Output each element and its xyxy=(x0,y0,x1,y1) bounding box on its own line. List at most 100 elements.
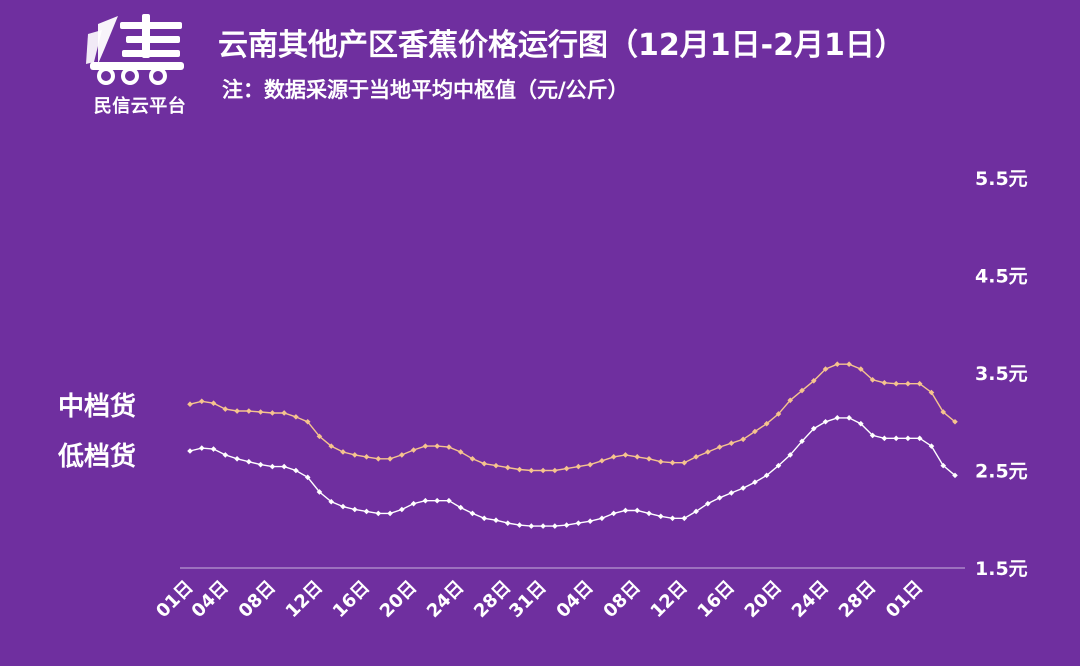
data-point xyxy=(610,510,617,517)
y-tick-label: 4.5元 xyxy=(975,266,1028,288)
data-point xyxy=(446,444,452,450)
data-point xyxy=(740,436,746,443)
data-point xyxy=(622,507,629,514)
data-point xyxy=(916,380,923,387)
data-point xyxy=(422,497,429,504)
x-tick-label: 04日 xyxy=(552,577,597,622)
data-point xyxy=(563,522,570,528)
x-tick-label: 24日 xyxy=(423,577,468,622)
chart-title: 云南其他产区香蕉价格运行图（12月1日-2月1日） xyxy=(218,28,905,63)
data-point xyxy=(952,418,958,425)
data-point xyxy=(634,507,641,514)
data-point xyxy=(375,510,382,517)
data-point xyxy=(410,500,417,507)
data-point xyxy=(281,410,287,416)
y-tick-label: 5.5元 xyxy=(975,168,1028,190)
data-point xyxy=(328,443,335,449)
data-point xyxy=(481,460,488,467)
data-point xyxy=(187,401,193,407)
data-point xyxy=(328,498,335,505)
data-point xyxy=(304,474,311,481)
data-point xyxy=(740,485,746,491)
data-point xyxy=(693,454,699,460)
data-point xyxy=(846,361,852,368)
data-point xyxy=(493,517,499,524)
data-point xyxy=(587,518,593,524)
data-point xyxy=(610,454,617,460)
data-point xyxy=(446,497,452,504)
data-point xyxy=(834,415,841,421)
series-line xyxy=(189,417,956,527)
data-point xyxy=(246,408,252,414)
x-tick-label: 20日 xyxy=(376,577,421,622)
data-point xyxy=(269,410,276,416)
x-tick-label: 01日 xyxy=(882,577,927,622)
truck-logo-icon xyxy=(86,14,184,85)
data-point xyxy=(434,497,440,504)
data-point xyxy=(528,523,535,529)
data-point xyxy=(293,414,299,420)
x-tick-label: 31日 xyxy=(505,577,550,622)
brand-name: 民信云平台 xyxy=(93,96,187,117)
data-point xyxy=(763,472,770,479)
data-point xyxy=(504,464,511,471)
data-point xyxy=(705,449,711,455)
y-tick-label: 3.5元 xyxy=(975,363,1028,385)
x-tick-label: 08日 xyxy=(235,577,280,622)
data-point xyxy=(928,443,935,449)
data-point xyxy=(893,435,899,442)
data-point xyxy=(599,515,605,522)
data-point xyxy=(787,452,794,458)
x-tick-label: 12日 xyxy=(282,577,327,622)
data-point xyxy=(257,409,264,415)
data-point xyxy=(858,366,864,372)
data-point xyxy=(316,489,323,495)
data-point xyxy=(304,418,311,425)
data-point xyxy=(457,449,464,455)
data-point xyxy=(822,366,829,372)
series-layer xyxy=(187,361,958,529)
data-point xyxy=(881,435,888,442)
data-point xyxy=(916,435,923,442)
data-point xyxy=(940,462,947,469)
chart-subtitle: 注：数据采源于当地平均中枢值（元/公斤） xyxy=(222,78,629,102)
data-point xyxy=(799,438,805,445)
data-point xyxy=(528,467,535,474)
y-tick-label: 1.5元 xyxy=(975,558,1028,580)
data-point xyxy=(351,506,358,513)
data-point xyxy=(752,428,758,435)
data-point xyxy=(351,452,358,458)
data-point xyxy=(399,452,405,458)
data-point xyxy=(246,458,252,465)
data-point xyxy=(457,504,464,511)
data-point xyxy=(928,389,935,396)
data-point xyxy=(387,510,393,517)
data-point xyxy=(198,398,205,405)
data-point xyxy=(234,408,240,414)
data-point xyxy=(540,523,546,529)
x-tick-label: 08日 xyxy=(599,577,644,622)
x-tick-label: 12日 xyxy=(647,577,692,622)
data-point xyxy=(234,456,240,462)
data-point xyxy=(775,411,782,417)
data-point xyxy=(669,515,676,522)
data-point xyxy=(340,449,346,455)
data-point xyxy=(728,490,735,496)
data-point xyxy=(763,420,770,427)
data-point xyxy=(810,378,817,384)
data-point xyxy=(657,513,664,520)
data-point xyxy=(257,461,264,468)
data-point xyxy=(198,445,205,451)
data-point xyxy=(669,459,676,466)
data-point xyxy=(222,452,229,458)
data-point xyxy=(210,446,217,452)
data-point xyxy=(575,520,582,526)
x-tick-label: 16日 xyxy=(329,577,374,622)
data-point xyxy=(552,467,558,474)
data-point xyxy=(516,522,523,528)
x-tick-label: 28日 xyxy=(835,577,880,622)
data-point xyxy=(540,467,546,474)
data-point xyxy=(881,379,888,386)
data-point xyxy=(340,503,346,510)
data-point xyxy=(822,418,829,425)
